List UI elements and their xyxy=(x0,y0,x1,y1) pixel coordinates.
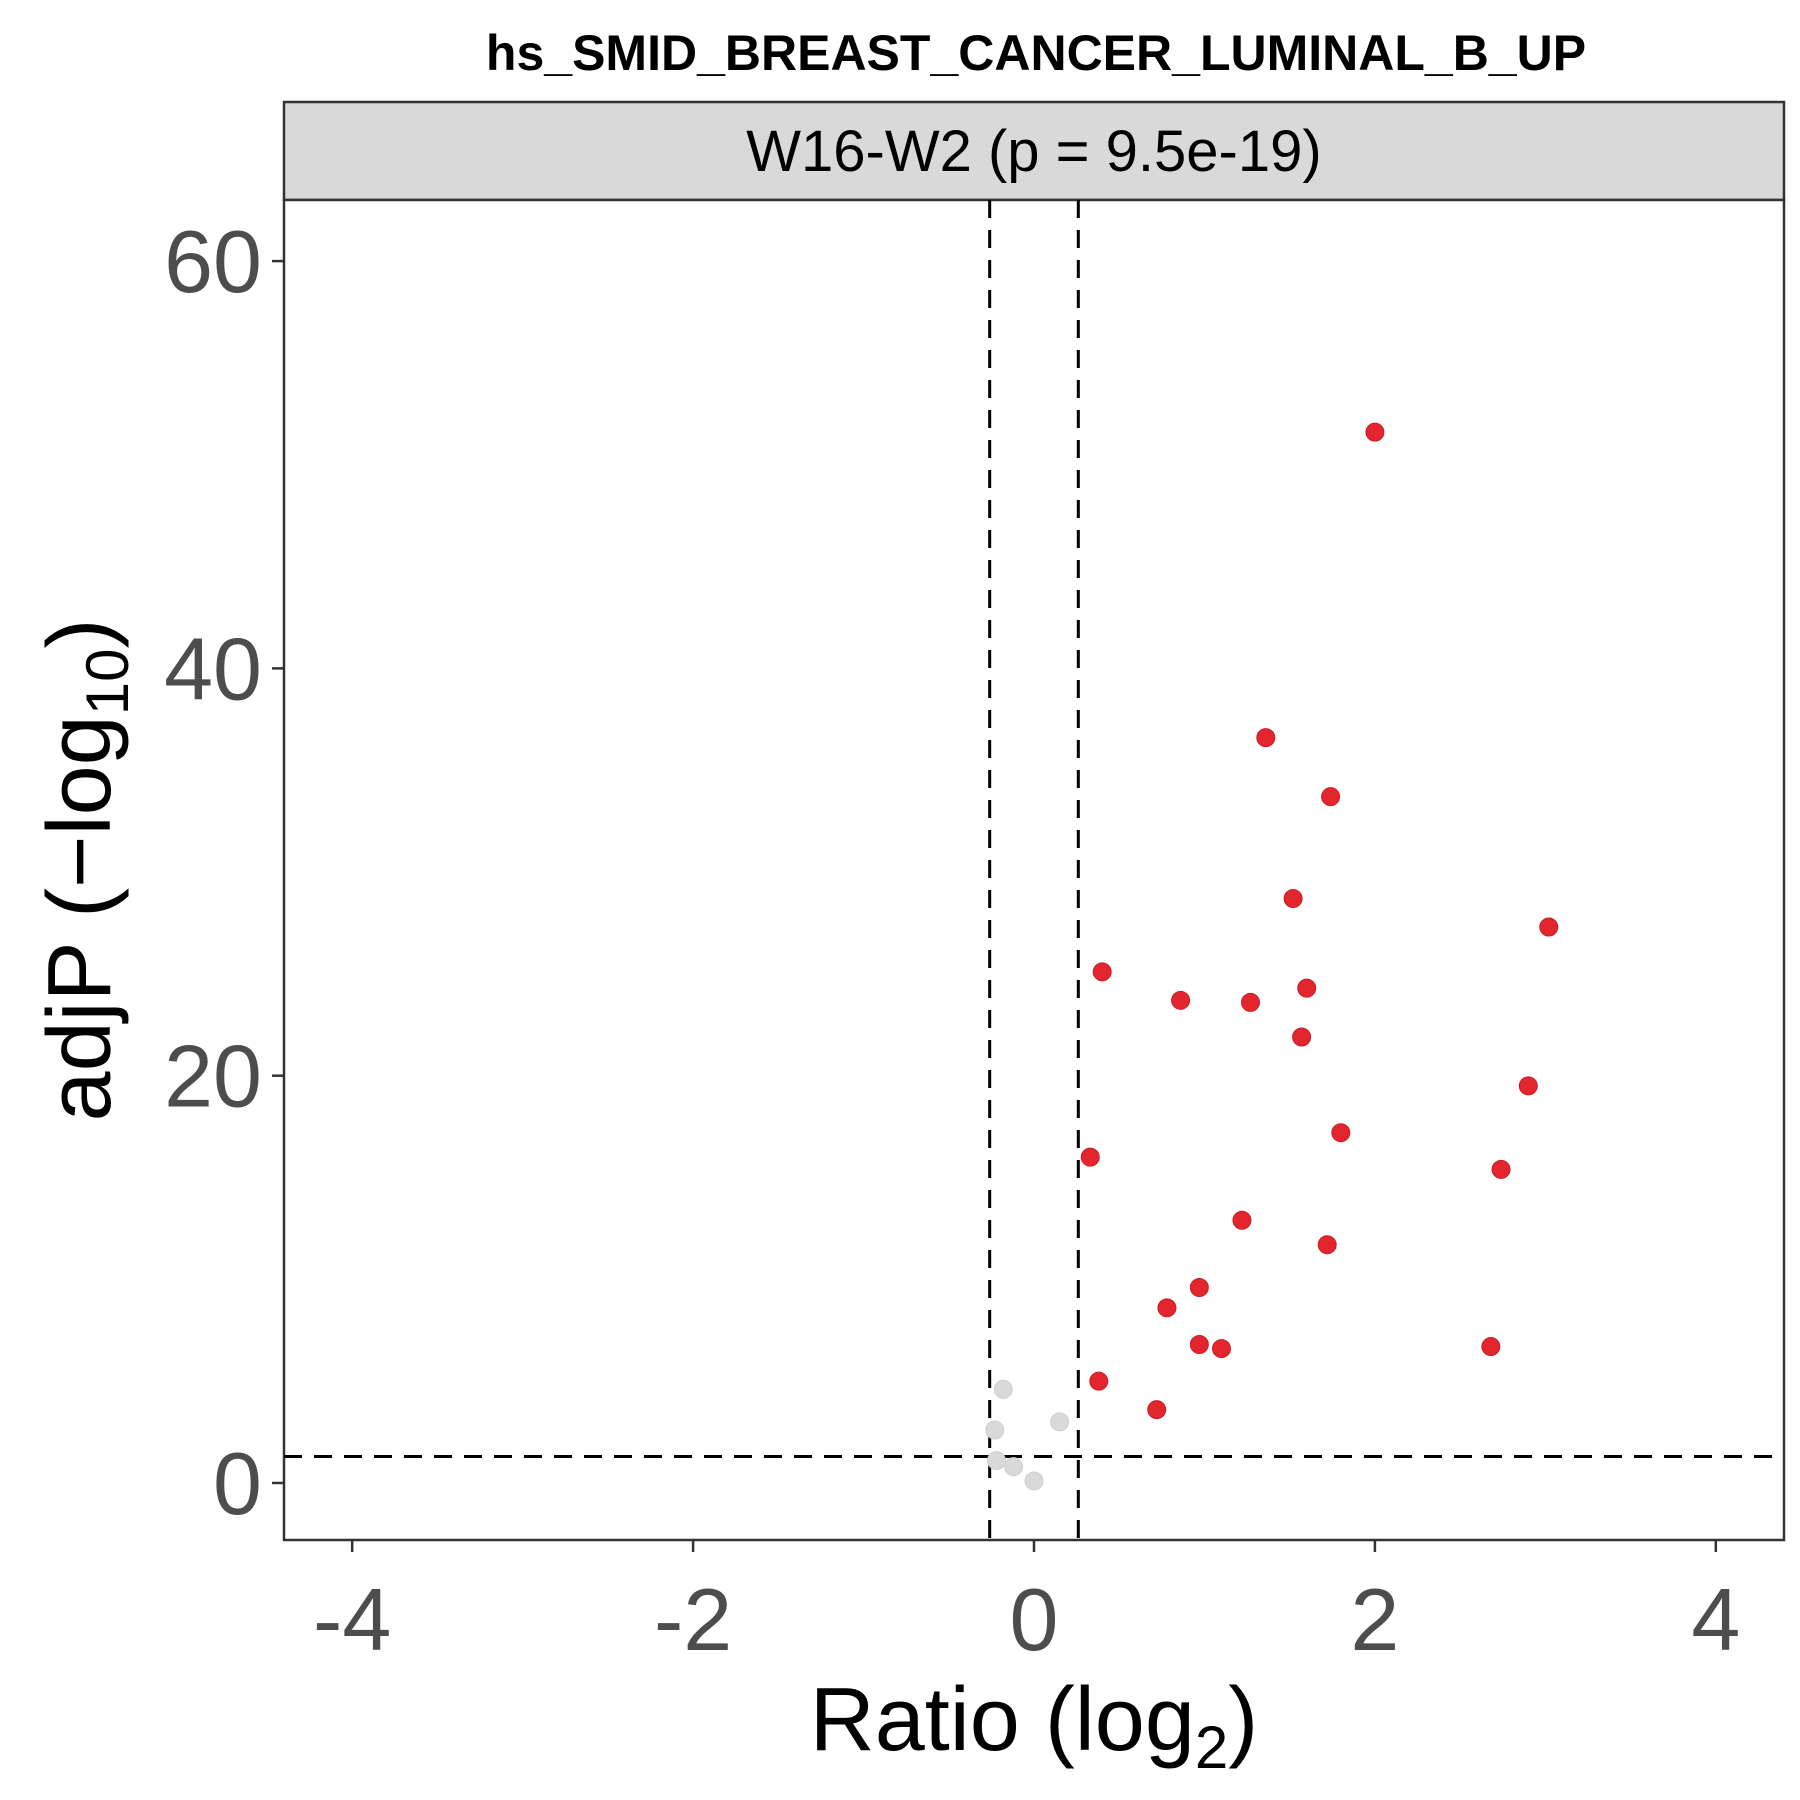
x-axis-title-main: Ratio (log xyxy=(810,1670,1195,1770)
y-tick-label-2: 40 xyxy=(164,619,262,718)
y-tick-label-3: 60 xyxy=(164,212,262,311)
data-point-significant-21 xyxy=(1089,1371,1109,1391)
data-point-significant-8 xyxy=(1240,992,1260,1012)
data-point-nonsignificant-0 xyxy=(993,1379,1013,1399)
plot-panel xyxy=(282,198,1786,1542)
data-point-significant-9 xyxy=(1292,1027,1312,1047)
data-point-significant-4 xyxy=(1539,917,1559,937)
facet-strip-label: W16-W2 (p = 9.5e-19) xyxy=(746,119,1321,184)
data-point-nonsignificant-1 xyxy=(1050,1412,1070,1432)
data-point-significant-5 xyxy=(1092,962,1112,982)
data-point-significant-0 xyxy=(1365,422,1385,442)
data-point-significant-13 xyxy=(1491,1159,1511,1179)
data-point-significant-17 xyxy=(1157,1298,1177,1318)
y-axis-title-main: adjP (−log xyxy=(30,715,130,1121)
data-point-significant-2 xyxy=(1321,787,1341,807)
y-axis-title-suffix: ) xyxy=(30,619,130,649)
x-axis-title: Ratio (log2) xyxy=(810,1670,1259,1781)
y-tick-label-0: 0 xyxy=(213,1434,262,1533)
data-point-nonsignificant-4 xyxy=(1004,1457,1024,1477)
y-axis-title: adjP (−log10) xyxy=(30,619,141,1122)
threshold-lines xyxy=(284,200,1784,1540)
data-point-significant-6 xyxy=(1297,978,1317,998)
y-axis-title-subscript: 10 xyxy=(74,649,141,716)
data-point-significant-18 xyxy=(1189,1334,1209,1354)
data-point-significant-15 xyxy=(1317,1235,1337,1255)
x-axis-title-subscript: 2 xyxy=(1195,1714,1228,1781)
x-axis-title-suffix: ) xyxy=(1228,1670,1258,1770)
data-point-significant-10 xyxy=(1518,1076,1538,1096)
x-tick-label-2: 0 xyxy=(1010,1570,1059,1669)
data-point-significant-12 xyxy=(1080,1147,1100,1167)
data-point-significant-3 xyxy=(1283,889,1303,909)
y-tick-label-1: 20 xyxy=(164,1027,262,1126)
x-tick-label-1: -2 xyxy=(654,1570,732,1669)
data-point-significant-22 xyxy=(1147,1400,1167,1420)
x-tick-label-0: -4 xyxy=(313,1570,391,1669)
data-point-significant-14 xyxy=(1232,1210,1252,1230)
data-point-significant-20 xyxy=(1481,1337,1501,1357)
data-point-significant-7 xyxy=(1171,990,1191,1010)
data-point-nonsignificant-5 xyxy=(1024,1471,1044,1491)
data-points xyxy=(985,422,1559,1491)
data-point-nonsignificant-3 xyxy=(987,1451,1006,1471)
data-point-significant-11 xyxy=(1331,1123,1351,1143)
data-point-nonsignificant-2 xyxy=(985,1420,1005,1440)
data-point-significant-16 xyxy=(1189,1277,1209,1297)
data-point-significant-1 xyxy=(1256,728,1276,748)
data-point-significant-19 xyxy=(1212,1339,1231,1359)
chart-title: hs_SMID_BREAST_CANCER_LUMINAL_B_UP xyxy=(486,25,1586,81)
x-tick-label-3: 2 xyxy=(1350,1570,1399,1669)
facet-strip xyxy=(282,100,1786,202)
x-tick-label-4: 4 xyxy=(1691,1570,1740,1669)
